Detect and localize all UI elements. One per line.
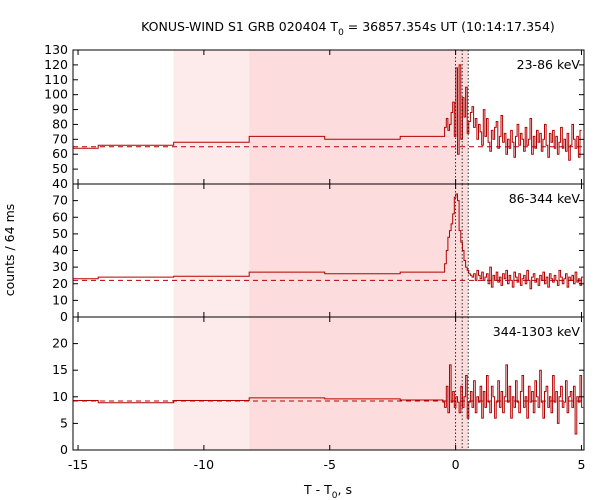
y-tick-label: 70	[52, 193, 68, 208]
panel-3: 0 5 10 15 20 -15 -10 -5 0 5 344-1303 keV	[52, 316, 586, 472]
y-tick-label: 70	[52, 131, 68, 146]
energy-band-label: 23-86 keV	[517, 57, 581, 72]
y-tick-label: 120	[44, 57, 68, 72]
light-curve-series	[73, 193, 584, 290]
light-curve-series	[73, 364, 584, 435]
shaded-interval-2	[249, 317, 469, 450]
x-axis-label: T - T0, s	[303, 482, 352, 500]
y-tick-label: 0	[60, 442, 68, 457]
x-tick-label: 0	[452, 457, 460, 472]
y-tick-label: 10	[52, 292, 68, 307]
energy-band-label: 86-344 keV	[509, 191, 581, 206]
y-axis-label: counts / 64 ms	[2, 204, 17, 297]
y-tick-label: 20	[52, 336, 68, 351]
y-tick-label: 30	[52, 259, 68, 274]
shaded-interval-1	[173, 184, 250, 317]
y-tick-label: 40	[52, 243, 68, 258]
y-tick-label: 110	[44, 72, 68, 87]
light-curve-series	[73, 64, 582, 161]
shaded-interval-2	[249, 184, 469, 317]
y-tick-label: 130	[44, 42, 68, 57]
y-tick-label: 100	[44, 87, 68, 102]
y-tick-label: 90	[52, 102, 68, 117]
y-tick-label: 20	[52, 276, 68, 291]
shaded-interval-1	[173, 317, 250, 450]
energy-band-label: 344-1303 keV	[493, 324, 581, 339]
y-tick-label: 50	[52, 161, 68, 176]
shaded-interval-1	[173, 50, 250, 184]
y-tick-label: 50	[52, 226, 68, 241]
x-tick-label: -15	[68, 457, 88, 472]
y-tick-label: 10	[52, 389, 68, 404]
y-tick-label: 40	[52, 176, 68, 191]
y-tick-label: 60	[52, 209, 68, 224]
x-tick-label: -5	[324, 457, 336, 472]
y-tick-label: 80	[52, 116, 68, 131]
panel-frame	[72, 316, 585, 451]
y-tick-label: 5	[60, 415, 68, 430]
x-tick-label: 5	[578, 457, 586, 472]
shaded-interval-2	[249, 50, 469, 184]
y-tick-label: 0	[60, 309, 68, 324]
y-tick-label: 60	[52, 146, 68, 161]
y-tick-label: 15	[52, 362, 68, 377]
chart-title: KONUS-WIND S1 GRB 020404 T0 = 36857.354s…	[141, 19, 555, 38]
x-tick-label: -10	[194, 457, 214, 472]
